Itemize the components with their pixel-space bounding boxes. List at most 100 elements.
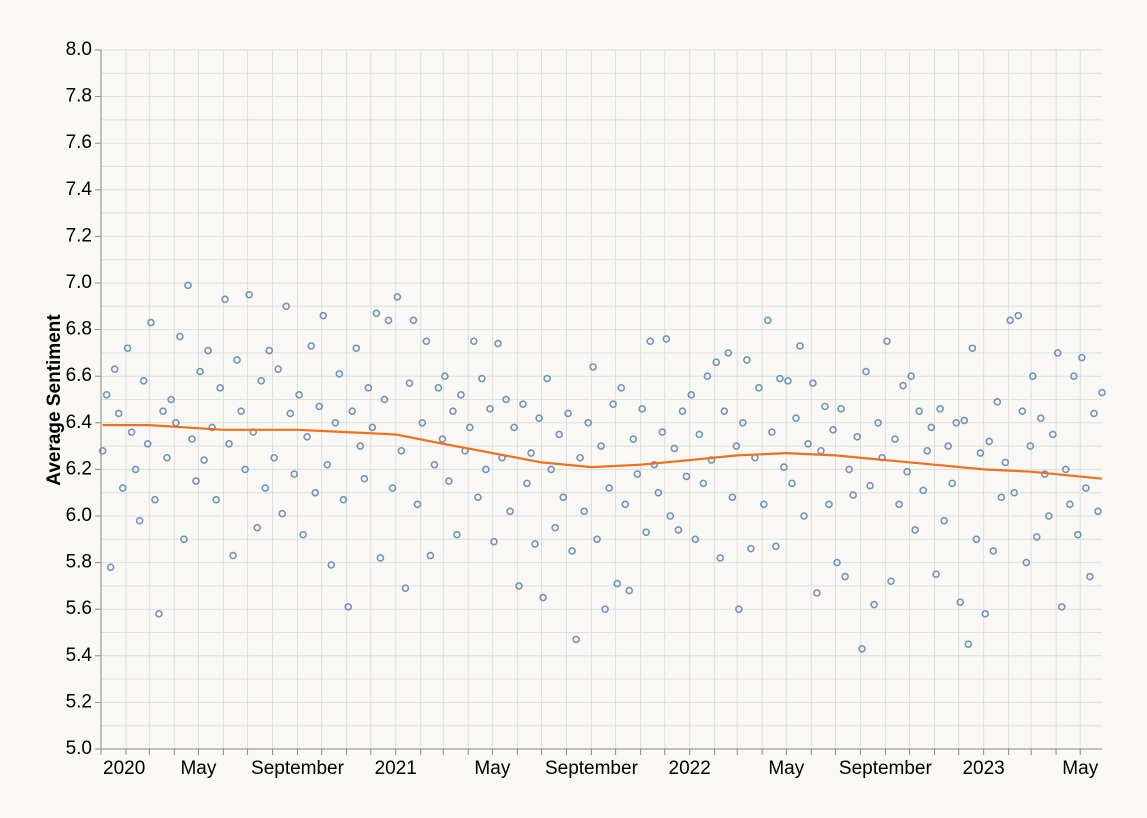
- point: [470, 337, 478, 346]
- point: [315, 402, 324, 411]
- point: [441, 372, 449, 381]
- y-tick-label: 7.4: [66, 179, 93, 200]
- point: [486, 405, 494, 413]
- point: [106, 563, 115, 572]
- point: [699, 479, 708, 488]
- point: [792, 414, 800, 422]
- y-tick-label: 5.0: [66, 738, 92, 759]
- point: [413, 500, 422, 509]
- point: [927, 423, 936, 432]
- point: [841, 572, 849, 581]
- point: [858, 645, 866, 653]
- point: [703, 372, 712, 381]
- y-tick-label: 8.0: [66, 39, 92, 60]
- point: [265, 346, 274, 355]
- point: [720, 407, 729, 415]
- point: [364, 384, 373, 392]
- point: [972, 535, 981, 544]
- point: [339, 495, 348, 504]
- point: [1065, 500, 1074, 509]
- point: [143, 439, 152, 448]
- x-tick-label: September: [839, 758, 933, 779]
- point: [633, 470, 642, 478]
- point: [621, 500, 630, 509]
- point: [845, 465, 853, 474]
- point: [952, 418, 961, 427]
- point: [506, 507, 514, 516]
- point: [1036, 414, 1045, 422]
- point: [388, 484, 397, 492]
- point: [800, 512, 808, 520]
- point: [695, 430, 704, 439]
- y-tick-label: 6.2: [66, 458, 92, 479]
- x-tick-label: September: [545, 758, 639, 779]
- trend-line: [102, 424, 1103, 480]
- point: [772, 542, 780, 551]
- point: [331, 418, 340, 427]
- y-tick-label: 6.8: [66, 319, 92, 340]
- point: [1057, 603, 1066, 611]
- point: [1074, 530, 1082, 539]
- point: [1094, 507, 1102, 516]
- point: [936, 405, 944, 413]
- point: [891, 435, 899, 443]
- point: [662, 335, 671, 343]
- point: [944, 442, 952, 450]
- point: [519, 400, 527, 408]
- point: [874, 418, 882, 427]
- point: [1098, 388, 1106, 397]
- point: [523, 479, 531, 488]
- point: [515, 582, 523, 590]
- point: [613, 579, 622, 588]
- point: [376, 554, 385, 562]
- point: [453, 530, 461, 539]
- x-tick-label: 2022: [669, 758, 711, 779]
- point: [597, 442, 605, 450]
- x-tick-label: 2021: [375, 758, 417, 779]
- point: [319, 311, 328, 320]
- point: [118, 484, 127, 492]
- x-tick-label: May: [768, 758, 804, 779]
- point: [176, 332, 184, 341]
- point: [1014, 311, 1023, 320]
- point: [674, 526, 683, 534]
- point: [196, 367, 204, 376]
- point: [638, 405, 646, 413]
- point: [1022, 558, 1031, 567]
- point: [303, 432, 311, 441]
- point: [393, 293, 402, 301]
- point: [584, 418, 593, 427]
- point: [208, 423, 216, 432]
- point: [307, 342, 315, 350]
- point: [397, 446, 406, 455]
- point: [418, 418, 427, 427]
- point: [295, 391, 303, 399]
- point: [114, 409, 123, 418]
- point: [866, 481, 874, 490]
- point: [151, 495, 159, 504]
- point: [755, 384, 763, 392]
- point: [426, 551, 435, 560]
- y-tick-label: 7.6: [66, 132, 92, 153]
- point: [572, 635, 580, 644]
- point: [229, 551, 237, 560]
- point: [1086, 572, 1094, 581]
- y-tick-label: 7.2: [66, 225, 92, 246]
- point: [535, 414, 543, 422]
- point: [1045, 512, 1053, 520]
- point: [1070, 372, 1078, 381]
- point: [817, 446, 825, 455]
- point: [204, 346, 212, 355]
- point: [490, 537, 498, 546]
- point: [123, 344, 132, 353]
- point: [712, 358, 721, 367]
- point: [956, 598, 965, 607]
- point: [629, 435, 638, 443]
- point: [131, 465, 140, 474]
- point: [1018, 407, 1027, 415]
- point: [225, 439, 233, 448]
- point: [747, 544, 755, 553]
- point: [976, 449, 985, 457]
- point: [290, 470, 299, 478]
